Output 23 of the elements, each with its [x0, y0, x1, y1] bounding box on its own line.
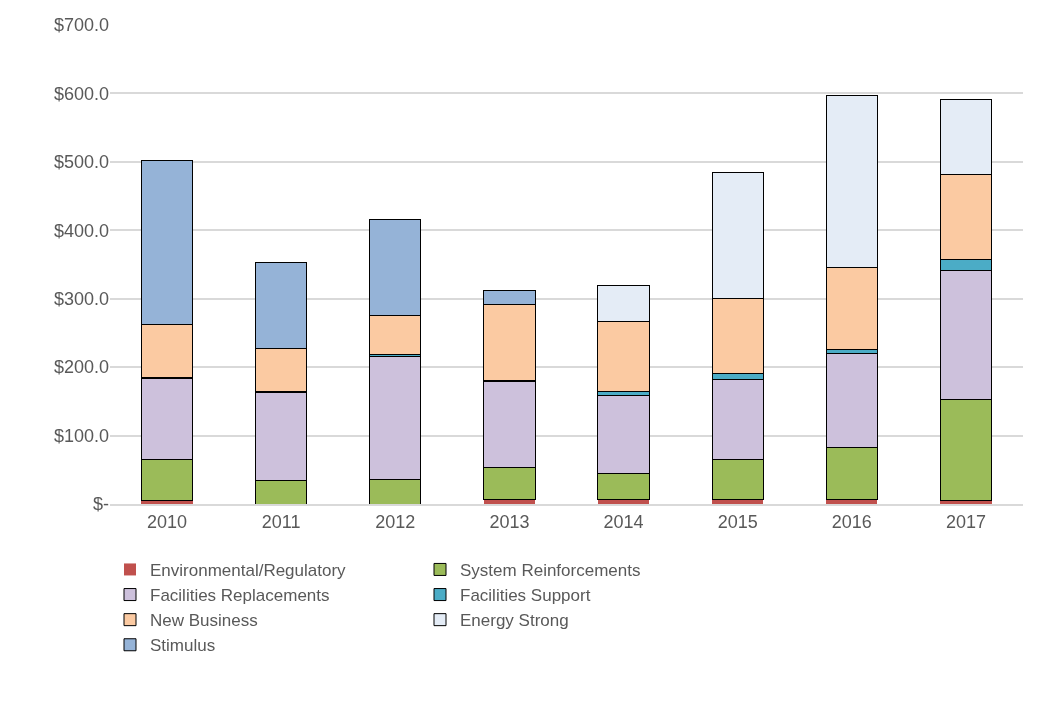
x-tick-label: 2012	[375, 511, 416, 532]
x-tick-label: 2016	[831, 511, 872, 532]
y-tick-label: $200.0	[53, 357, 109, 378]
y-tick-label: $500.0	[53, 152, 109, 173]
legend-label: System Reinforcements	[460, 561, 641, 581]
legend-label: New Business	[150, 611, 258, 631]
x-tick-label: 2011	[261, 511, 301, 532]
y-tick-label: $700.0	[53, 15, 109, 36]
y-tick-label: $400.0	[53, 220, 109, 241]
y-tick-label: $600.0	[53, 83, 109, 104]
x-tick-label: 2014	[603, 511, 644, 532]
x-tick-label: 2015	[717, 511, 758, 532]
legend-label: Energy Strong	[460, 611, 569, 631]
legend-label: Stimulus	[150, 636, 216, 656]
x-tick-label: 2013	[489, 511, 530, 532]
legend-label: Facilities Replacements	[150, 586, 330, 606]
y-tick-label: $100.0	[53, 425, 109, 446]
x-tick-label: 2017	[945, 511, 986, 532]
legend-label: Facilities Support	[460, 586, 591, 606]
y-tick-label: $-	[92, 494, 109, 515]
legend-label: Environmental/Regulatory	[150, 561, 347, 581]
x-tick-label: 2010	[147, 511, 188, 532]
y-tick-label: $300.0	[53, 289, 109, 310]
